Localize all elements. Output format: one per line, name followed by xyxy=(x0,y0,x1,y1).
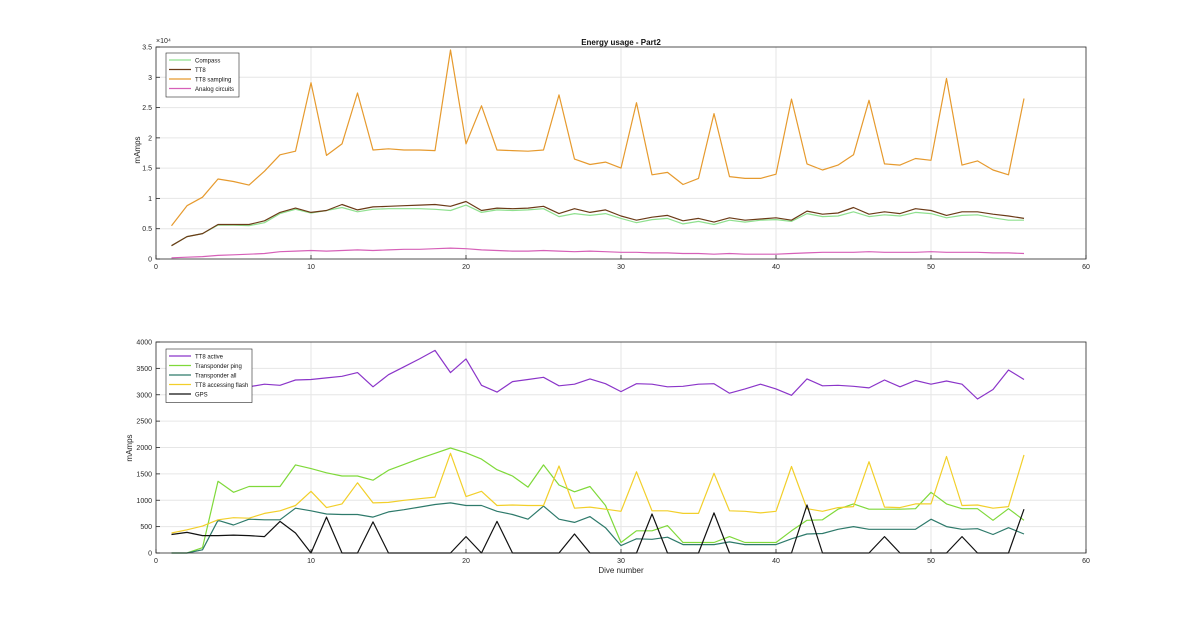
bottom-x-tick-label: 50 xyxy=(927,558,935,565)
bottom-legend: TT8 active Transponder ping Transponder al… xyxy=(165,348,253,403)
top-legend-label: Analog circuits xyxy=(195,87,234,93)
bottom-legend-label: TT8 accessing flash xyxy=(195,383,248,389)
top-legend-label: TT8 xyxy=(195,68,206,74)
bottom-x-tick-label: 30 xyxy=(617,558,625,565)
bottom-series-tt8-accessing-flash xyxy=(171,452,1025,534)
top-chart-title: Energy usage - Part2 xyxy=(581,38,661,47)
bottom-series-transponder-ping xyxy=(171,447,1025,554)
top-series-analog-circuits xyxy=(171,247,1025,259)
bottom-y-tick-label: 3000 xyxy=(136,392,152,399)
top-series-tt8-sampling xyxy=(171,49,1025,227)
bottom-y-tick-label: 0 xyxy=(148,551,152,558)
bottom-y-tick-label: 500 xyxy=(140,524,152,531)
bottom-legend-label: GPS xyxy=(195,392,208,398)
bottom-y-tick-label: 3500 xyxy=(136,366,152,373)
bottom-axes: mAmps Dive number 0 10 20 30 40 50 60 0 500 1000 1… xyxy=(125,340,1090,576)
top-y-tick-label: 2 xyxy=(148,135,152,142)
bottom-y-tick-label: 2000 xyxy=(136,445,152,452)
bottom-x-axis-label: Dive number xyxy=(598,566,644,575)
top-y-tick-label: 0.5 xyxy=(142,226,152,233)
top-y-tick-label: 3.5 xyxy=(142,45,152,52)
bottom-legend-label: TT8 active xyxy=(195,354,224,360)
top-x-tick-label: 40 xyxy=(772,264,780,271)
bottom-series-tt8-active xyxy=(171,349,1025,401)
top-x-tick-label: 10 xyxy=(307,264,315,271)
bottom-legend-label: Transponder ping xyxy=(195,364,242,370)
bottom-x-tick-label: 20 xyxy=(462,558,470,565)
top-y-tick-label: 0 xyxy=(148,257,152,264)
bottom-y-tick-label: 4000 xyxy=(136,340,152,347)
top-y-tick-label: 1 xyxy=(148,196,152,203)
top-x-tick-label: 60 xyxy=(1082,264,1090,271)
top-legend-label: TT8 sampling xyxy=(195,77,231,83)
top-y-tick-label: 2.5 xyxy=(142,105,152,112)
bottom-x-tick-label: 40 xyxy=(772,558,780,565)
top-x-tick-label: 20 xyxy=(462,264,470,271)
top-y-exponent-label: ×10⁴ xyxy=(156,38,171,45)
top-y-tick-label: 1.5 xyxy=(142,166,152,173)
top-legend: Compass TT8 TT8 sampling Analog circuits xyxy=(165,52,240,98)
bottom-y-tick-label: 1000 xyxy=(136,498,152,505)
top-x-tick-label: 30 xyxy=(617,264,625,271)
bottom-legend-label: Transponder all xyxy=(195,373,236,379)
bottom-x-tick-label: 0 xyxy=(154,558,158,565)
top-y-axis-label: mAmps xyxy=(133,136,142,163)
bottom-series-transponder-all xyxy=(171,502,1025,554)
bottom-y-tick-label: 1500 xyxy=(136,471,152,478)
top-x-tick-label: 50 xyxy=(927,264,935,271)
bottom-x-tick-label: 10 xyxy=(307,558,315,565)
bottom-x-tick-label: 60 xyxy=(1082,558,1090,565)
top-x-tick-label: 0 xyxy=(154,264,158,271)
top-series-tt8 xyxy=(171,200,1025,247)
bottom-y-tick-label: 2500 xyxy=(136,419,152,426)
bottom-y-axis-label: mAmps xyxy=(125,434,134,461)
top-axes: Energy usage - Part2 mAmps ×10⁴ 0 10 20 30 4… xyxy=(133,38,1090,271)
top-y-tick-label: 3 xyxy=(148,75,152,82)
top-legend-label: Compass xyxy=(195,58,220,64)
